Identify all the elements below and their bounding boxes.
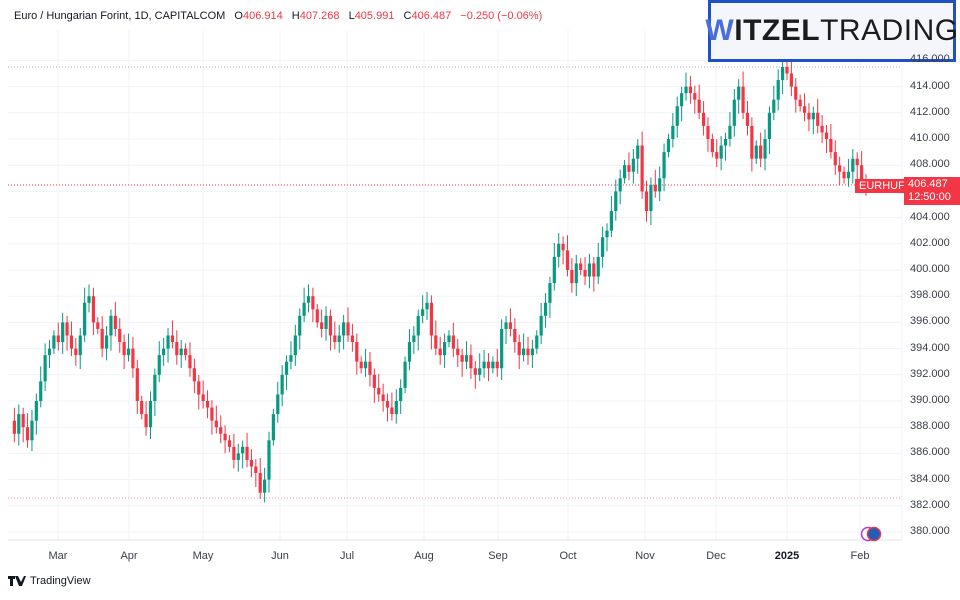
close-value: 406.487 [411, 10, 452, 22]
open-value: 406.914 [242, 10, 283, 22]
time-tick-label: Jul [339, 550, 355, 562]
time-tick-label: Jun [271, 550, 289, 562]
eu-flag-icon[interactable] [860, 526, 884, 542]
tradingview-icon [8, 576, 26, 586]
price-tick-label: 416.000 [910, 53, 950, 66]
low-value: 405.991 [354, 10, 395, 22]
time-tick-label: 2025 [774, 550, 800, 562]
time-tick-label: Feb [850, 550, 870, 562]
price-tick-label: 404.000 [910, 210, 950, 223]
price-tick-label: 394.000 [910, 341, 950, 354]
symbol-legend: Euro / Hungarian Forint, 1D, CAPITALCOM … [14, 10, 543, 22]
price-tick-label: 382.000 [910, 498, 950, 511]
change-value: −0.250 (−0.06%) [460, 10, 543, 22]
price-tick-label: 388.000 [910, 420, 950, 433]
price-tick-label: 412.000 [910, 105, 950, 118]
time-tick-label: May [192, 550, 214, 562]
price-tick-label: 380.000 [910, 525, 950, 537]
time-tick-label: Apr [120, 550, 138, 562]
price-tick-label: 398.000 [910, 289, 950, 302]
price-tick-label: 384.000 [910, 472, 950, 485]
high-value: 407.268 [299, 10, 340, 22]
price-tick-label: 386.000 [910, 446, 950, 459]
price-tick-label: 396.000 [910, 315, 950, 328]
price-tick-label: 392.000 [910, 367, 950, 380]
price-tick-label: 400.000 [910, 263, 950, 275]
symbol-title: Euro / Hungarian Forint, 1D, CAPITALCOM [14, 10, 226, 22]
price-tick-label: 410.000 [910, 132, 950, 144]
price-tick-label: 414.000 [910, 79, 950, 92]
bar-countdown: 12:50:00 [908, 191, 951, 203]
last-price-tag: 406.487 12:50:00 [904, 177, 960, 205]
witzel-trading-logo: W ITZEL TRADING [705, 0, 958, 62]
time-tick-label: Nov [635, 550, 655, 562]
last-price: 406.487 [908, 178, 948, 190]
time-tick-label: Dec [706, 550, 726, 562]
time-tick-label: Aug [414, 550, 434, 562]
symbol-price-tag: EURHUF [855, 179, 909, 193]
price-tick-label: 408.000 [910, 158, 950, 171]
time-tick-label: Mar [48, 550, 68, 562]
tradingview-logo[interactable]: TradingView [8, 575, 91, 587]
time-tick-label: Sep [488, 550, 508, 562]
price-tick-label: 390.000 [910, 394, 950, 406]
time-tick-label: Oct [559, 550, 577, 562]
price-tick-label: 402.000 [910, 236, 950, 249]
